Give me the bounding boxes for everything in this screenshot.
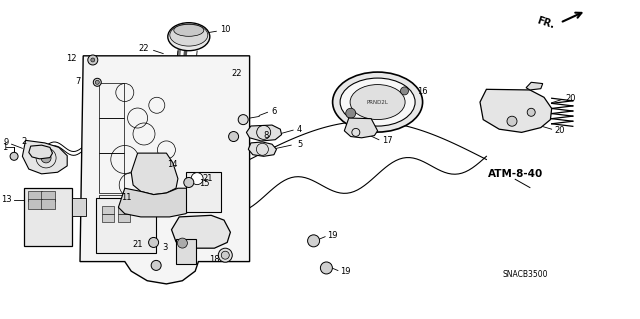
Circle shape xyxy=(346,108,356,118)
Text: 1: 1 xyxy=(2,143,7,152)
Text: 20: 20 xyxy=(566,94,576,103)
Polygon shape xyxy=(118,188,195,217)
Circle shape xyxy=(10,152,18,160)
Bar xyxy=(99,118,124,153)
Text: 11: 11 xyxy=(122,193,132,202)
Text: 17: 17 xyxy=(382,137,392,145)
Polygon shape xyxy=(246,125,282,141)
Circle shape xyxy=(95,80,99,84)
Text: 5: 5 xyxy=(297,140,302,149)
Text: 8: 8 xyxy=(263,131,268,140)
Text: 9: 9 xyxy=(4,138,9,147)
Text: 15: 15 xyxy=(200,179,210,188)
Bar xyxy=(41,199,55,209)
Circle shape xyxy=(507,116,517,126)
Bar xyxy=(24,188,72,246)
Circle shape xyxy=(88,55,98,65)
Bar xyxy=(186,172,221,212)
Circle shape xyxy=(527,108,535,116)
Ellipse shape xyxy=(174,24,204,36)
Circle shape xyxy=(191,173,203,185)
Text: FR.: FR. xyxy=(536,15,556,30)
Ellipse shape xyxy=(340,78,415,126)
Bar xyxy=(99,153,124,193)
Bar xyxy=(28,191,42,201)
Ellipse shape xyxy=(170,24,208,46)
Circle shape xyxy=(218,248,232,262)
Bar xyxy=(99,83,124,118)
Polygon shape xyxy=(526,82,543,90)
Text: 13: 13 xyxy=(1,195,12,204)
Circle shape xyxy=(151,260,161,271)
Text: 22: 22 xyxy=(139,44,149,53)
Bar xyxy=(118,206,131,214)
Polygon shape xyxy=(172,215,230,248)
Circle shape xyxy=(308,235,319,247)
Polygon shape xyxy=(22,140,67,174)
Ellipse shape xyxy=(168,23,210,51)
Text: 10: 10 xyxy=(220,25,230,34)
Text: 7: 7 xyxy=(76,77,81,86)
Bar xyxy=(96,198,156,253)
Bar xyxy=(102,206,115,214)
Circle shape xyxy=(184,177,194,188)
Polygon shape xyxy=(80,56,250,284)
Circle shape xyxy=(401,87,408,95)
Text: 20: 20 xyxy=(555,126,565,135)
Polygon shape xyxy=(131,153,178,195)
Text: 6: 6 xyxy=(271,107,276,115)
Circle shape xyxy=(177,238,188,248)
Circle shape xyxy=(91,58,95,62)
Text: PRND2L: PRND2L xyxy=(367,100,388,105)
Circle shape xyxy=(228,131,239,142)
Bar xyxy=(41,191,55,201)
Ellipse shape xyxy=(333,72,422,132)
Text: 12: 12 xyxy=(67,54,77,63)
Text: 22: 22 xyxy=(232,69,242,78)
Text: SNACB3500: SNACB3500 xyxy=(502,271,548,279)
Text: 14: 14 xyxy=(168,160,178,169)
Bar xyxy=(118,214,131,222)
Circle shape xyxy=(93,78,101,86)
Bar xyxy=(28,199,42,209)
Text: 19: 19 xyxy=(340,267,351,276)
Text: ATM-8-40: ATM-8-40 xyxy=(488,169,543,179)
Polygon shape xyxy=(480,89,552,132)
Circle shape xyxy=(41,153,51,163)
Bar xyxy=(99,195,124,240)
Polygon shape xyxy=(344,118,378,138)
Polygon shape xyxy=(248,142,276,156)
Polygon shape xyxy=(29,145,52,159)
Text: 2: 2 xyxy=(22,137,27,146)
Text: 21: 21 xyxy=(203,174,213,182)
Bar xyxy=(176,239,196,264)
Text: 4: 4 xyxy=(297,125,302,134)
Text: 19: 19 xyxy=(328,231,338,240)
Ellipse shape xyxy=(350,85,405,120)
Text: 21: 21 xyxy=(132,240,143,249)
Text: 3: 3 xyxy=(163,243,168,252)
Bar xyxy=(72,198,86,216)
Circle shape xyxy=(321,262,332,274)
Circle shape xyxy=(238,115,248,125)
Circle shape xyxy=(148,237,159,248)
Text: 16: 16 xyxy=(417,87,428,96)
Text: 18: 18 xyxy=(209,255,220,263)
Bar xyxy=(102,214,115,222)
Circle shape xyxy=(221,251,229,259)
